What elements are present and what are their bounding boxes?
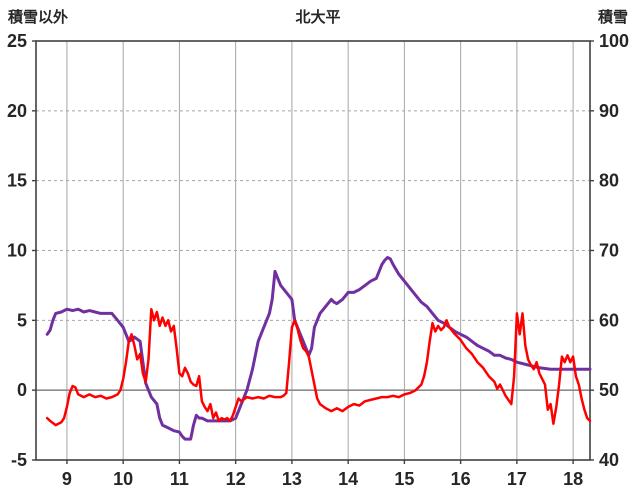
left-axis-tick-label: 15 xyxy=(7,171,27,191)
left-axis-title: 積雪以外 xyxy=(8,9,69,26)
left-axis-tick-label: 5 xyxy=(17,310,27,330)
right-axis-tick-label: 50 xyxy=(599,380,619,400)
right-axis-tick-label: 100 xyxy=(599,31,629,51)
right-axis-tick-label: 40 xyxy=(599,450,619,470)
right-axis-title: 積雪 xyxy=(597,9,628,26)
x-axis-tick-label: 18 xyxy=(563,469,583,489)
left-axis-tick-label: 25 xyxy=(7,31,27,51)
x-axis-tick-label: 11 xyxy=(170,469,189,489)
left-axis-tick-label: -5 xyxy=(11,450,27,470)
series-line-non-snow xyxy=(45,307,592,427)
chart-title: 北大平 xyxy=(295,9,341,26)
left-axis-tick-label: 20 xyxy=(7,101,27,121)
x-axis-tick-label: 10 xyxy=(113,469,133,489)
left-axis-tick-label: 0 xyxy=(17,380,27,400)
right-axis-tick-label: 80 xyxy=(599,171,619,191)
right-axis-tick-label: 90 xyxy=(599,101,619,121)
left-axis-tick-label: 10 xyxy=(7,241,27,261)
x-axis-tick-label: 9 xyxy=(62,469,72,489)
right-axis-tick-label: 70 xyxy=(599,241,619,261)
x-axis-tick-label: 15 xyxy=(394,469,414,489)
right-axis-tick-label: 60 xyxy=(599,310,619,330)
x-axis-tick-label: 14 xyxy=(338,469,358,489)
x-axis-tick-label: 16 xyxy=(451,469,471,489)
x-axis-tick-label: 13 xyxy=(282,469,302,489)
x-axis-tick-label: 17 xyxy=(507,469,527,489)
x-axis-tick-label: 12 xyxy=(226,469,246,489)
